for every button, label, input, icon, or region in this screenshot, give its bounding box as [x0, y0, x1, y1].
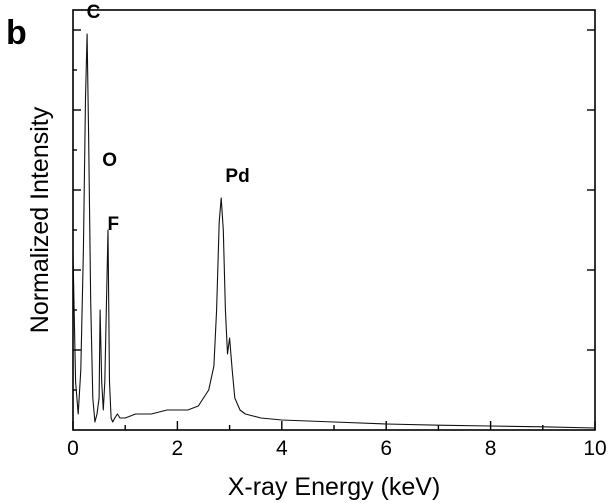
- peak-label-o: O: [102, 150, 117, 171]
- x-tick-label: 2: [172, 437, 184, 460]
- x-axis-label: X-ray Energy (keV): [228, 473, 441, 501]
- x-tick-label: 10: [583, 437, 606, 460]
- x-tick-labels: 0 2 4 6 8 10: [67, 437, 607, 460]
- x-tick-label: 6: [380, 437, 392, 460]
- x-tick-label: 0: [67, 437, 79, 460]
- plot-frame: [73, 10, 595, 430]
- x-tick-label: 8: [485, 437, 497, 460]
- peak-label-pd: Pd: [225, 166, 249, 187]
- panel-label: b: [6, 14, 27, 52]
- peak-label-f: F: [107, 214, 119, 235]
- peak-labels: C O F Pd: [87, 2, 250, 235]
- peak-label-c: C: [87, 2, 101, 23]
- y-axis-label: Normalized Intensity: [26, 106, 54, 333]
- axis-ticks: [73, 30, 595, 430]
- spectrum-line: [73, 34, 595, 428]
- x-tick-label: 4: [276, 437, 288, 460]
